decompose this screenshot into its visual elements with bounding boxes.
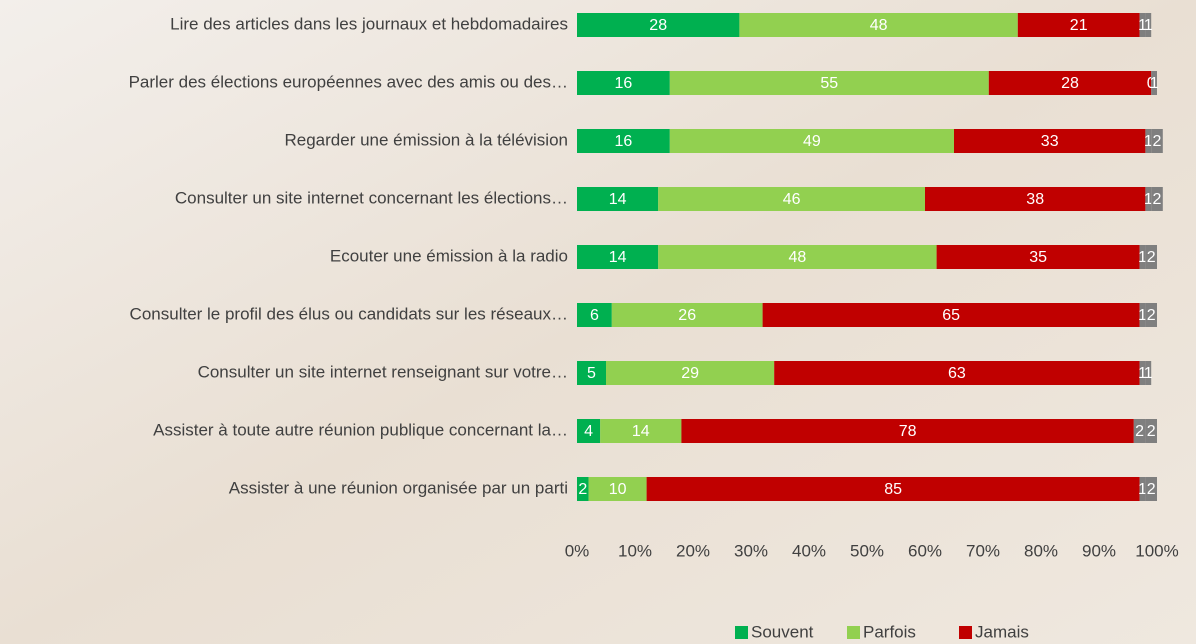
x-tick-label: 20% <box>676 541 710 560</box>
value-label: 1 <box>1144 365 1153 382</box>
category-label: Ecouter une émission à la radio <box>330 246 568 265</box>
legend-swatch <box>735 626 748 639</box>
value-label: 26 <box>678 307 696 324</box>
x-tick-label: 70% <box>966 541 1000 560</box>
x-tick-label: 10% <box>618 541 652 560</box>
legend-swatch <box>847 626 860 639</box>
chart: 0% 10% 20% 30% 40% 50% 60% 70% 80% 90% 100% Lire de… <box>0 0 1196 644</box>
value-label: 2 <box>1135 423 1144 440</box>
value-label: 2 <box>1153 191 1162 208</box>
value-label: 38 <box>1026 191 1044 208</box>
category-label: Regarder une émission à la télévision <box>285 130 569 149</box>
value-label: 78 <box>899 423 917 440</box>
x-tick-label: 100% <box>1135 541 1178 560</box>
x-tick-label: 80% <box>1024 541 1058 560</box>
value-label: 46 <box>783 191 801 208</box>
value-label: 4 <box>584 423 593 440</box>
x-tick-label: 0% <box>565 541 590 560</box>
value-label: 48 <box>789 249 807 266</box>
value-label: 28 <box>649 17 667 34</box>
category-label: Consulter un site internet renseignant s… <box>198 362 568 381</box>
value-label: 2 <box>1147 481 1156 498</box>
value-label: 2 <box>1153 133 1162 150</box>
value-label: 55 <box>820 75 838 92</box>
value-label: 85 <box>884 481 902 498</box>
category-label: Consulter un site internet concernant le… <box>175 188 568 207</box>
value-label: 14 <box>632 423 650 440</box>
category-label: Parler des élections européennes avec de… <box>129 72 568 91</box>
value-label: 1 <box>1144 17 1153 34</box>
value-label: 16 <box>615 75 633 92</box>
value-label: 2 <box>1147 249 1156 266</box>
value-label: 65 <box>942 307 960 324</box>
value-label: 5 <box>587 365 596 382</box>
value-label: 2 <box>1147 423 1156 440</box>
x-tick-label: 40% <box>792 541 826 560</box>
legend-label: Parfois <box>863 622 916 641</box>
value-label: 16 <box>615 133 633 150</box>
value-label: 28 <box>1061 75 1079 92</box>
x-tick-label: 30% <box>734 541 768 560</box>
value-label: 2 <box>578 481 587 498</box>
category-label: Assister à une réunion organisée par un … <box>229 478 568 497</box>
value-label: 35 <box>1029 249 1047 266</box>
value-label: 2 <box>1147 307 1156 324</box>
x-tick-label: 60% <box>908 541 942 560</box>
value-label: 21 <box>1070 17 1088 34</box>
legend-label: Jamais <box>975 622 1029 641</box>
value-label: 14 <box>609 249 627 266</box>
value-label: 48 <box>870 17 888 34</box>
value-label: 1 <box>1150 75 1159 92</box>
value-label: 49 <box>803 133 821 150</box>
x-tick-label: 90% <box>1082 541 1116 560</box>
value-label: 10 <box>609 481 627 498</box>
legend-swatch <box>959 626 972 639</box>
value-label: 33 <box>1041 133 1059 150</box>
x-tick-label: 50% <box>850 541 884 560</box>
value-label: 63 <box>948 365 966 382</box>
value-label: 29 <box>681 365 699 382</box>
value-label: 14 <box>609 191 627 208</box>
legend-label: Souvent <box>751 622 814 641</box>
category-label: Assister à toute autre réunion publique … <box>153 420 568 439</box>
category-label: Consulter le profil des élus ou candidat… <box>130 304 568 323</box>
category-label: Lire des articles dans les journaux et h… <box>170 14 568 33</box>
value-label: 6 <box>590 307 599 324</box>
